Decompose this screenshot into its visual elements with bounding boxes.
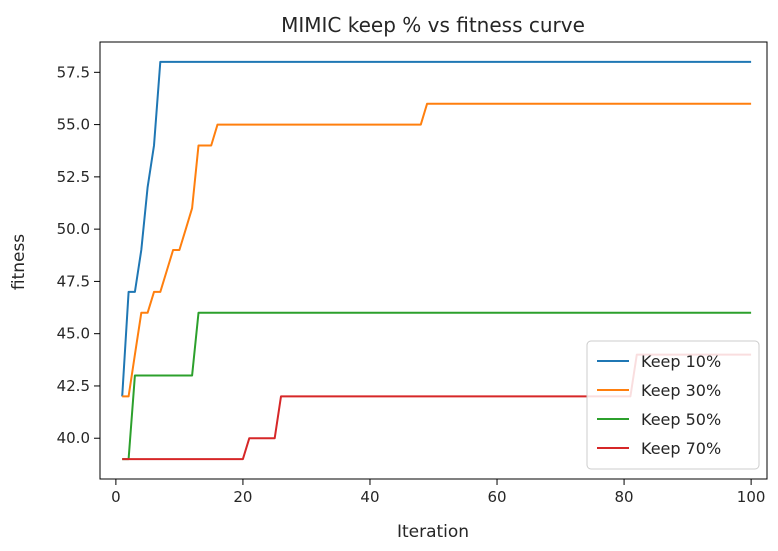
x-tick-label: 0 bbox=[111, 488, 121, 506]
plot-frame bbox=[99, 41, 768, 480]
y-tick-label: 42.5 bbox=[57, 377, 90, 395]
y-tick-label: 52.5 bbox=[57, 168, 90, 186]
legend-label-1: Keep 10% bbox=[641, 352, 721, 371]
x-tick-label: 80 bbox=[615, 488, 634, 506]
y-tick-label: 55.0 bbox=[57, 116, 90, 134]
y-tick-label: 40.0 bbox=[57, 429, 90, 447]
chart-title: MIMIC keep % vs fitness curve bbox=[281, 13, 585, 37]
legend: Keep 10% Keep 30% Keep 50% Keep 70% bbox=[586, 340, 760, 470]
x-tick-label: 40 bbox=[360, 488, 379, 506]
legend-box bbox=[586, 340, 760, 470]
legend-label-4: Keep 70% bbox=[641, 439, 721, 458]
y-tick-label: 45.0 bbox=[57, 325, 90, 343]
y-tick-label: 57.5 bbox=[57, 63, 90, 81]
x-tick-label: 100 bbox=[737, 488, 766, 506]
y-tick-label: 50.0 bbox=[57, 220, 90, 238]
series-line-1 bbox=[121, 60, 752, 397]
legend-label-3: Keep 50% bbox=[641, 410, 721, 429]
x-tick-label: 60 bbox=[487, 488, 506, 506]
x-tick-label: 20 bbox=[233, 488, 252, 506]
y-tick-label: 47.5 bbox=[57, 272, 90, 290]
x-axis: 0 20 40 60 80 100 bbox=[111, 479, 765, 506]
x-axis-label: Iteration bbox=[397, 522, 469, 542]
y-axis: 40.0 42.5 45.0 47.5 50.0 52.5 55.0 57.5 bbox=[57, 63, 100, 447]
series-line-2 bbox=[122, 102, 752, 398]
y-axis-label: fitness bbox=[9, 234, 29, 290]
legend-label-2: Keep 30% bbox=[641, 381, 721, 400]
